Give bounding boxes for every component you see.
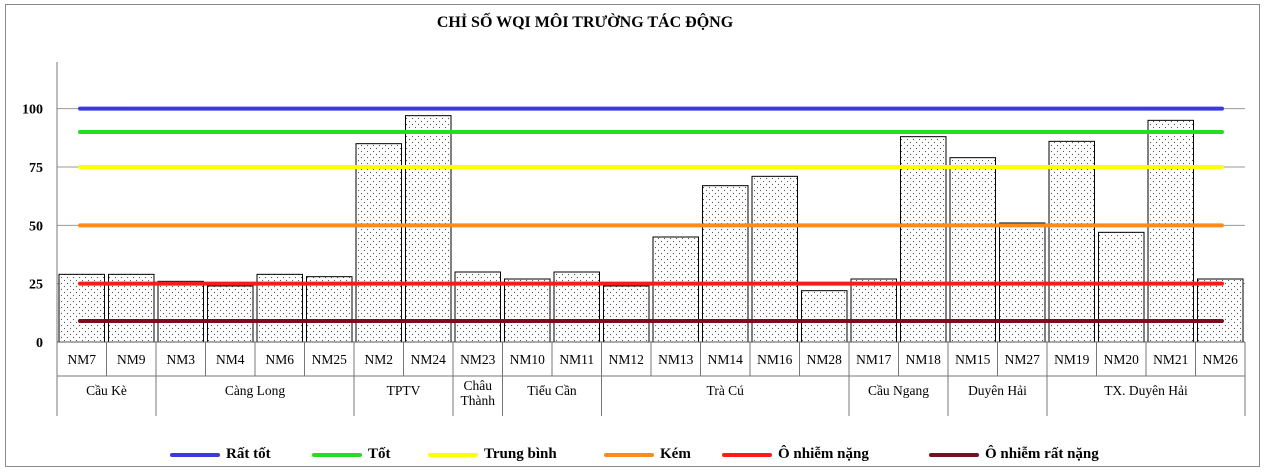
bar (1197, 278, 1244, 343)
bar (306, 276, 353, 343)
legend-label: Ô nhiễm nặng (778, 446, 869, 462)
wqi-bar-chart: 0 25 50 75 100 NM7 NM9 NM3 NM4 NM6 NM25 NM2 NM24 NM23… (22, 62, 1246, 416)
bar (1147, 119, 1194, 343)
group-label: TPTV (387, 383, 421, 398)
chart-title: CHỈ SỐ WQI MÔI TRƯỜNG TÁC ĐỘNG (436, 14, 734, 31)
y-tick-label: 0 (36, 336, 43, 351)
group-label: Càng Long (225, 383, 286, 398)
bar (801, 290, 848, 343)
group-label: TX. Duyên Hải (1104, 383, 1188, 398)
category-label: NM16 (757, 352, 793, 367)
category-label: NM3 (166, 352, 195, 367)
bar (751, 175, 798, 343)
category-label: NM26 (1203, 352, 1239, 367)
bar (949, 157, 996, 343)
bar (702, 185, 749, 343)
category-label: NM15 (955, 352, 991, 367)
chart-legend: Rất tốt Tốt Trung bình Kém Ô nhiễm nặng Ô nhi… (0, 446, 1267, 468)
category-label: NM21 (1153, 352, 1188, 367)
category-label: NM11 (559, 352, 594, 367)
legend-label: Tốt (368, 446, 391, 462)
bar (850, 278, 897, 343)
category-label: NM20 (1104, 352, 1140, 367)
group-label: Tiểu Cần (527, 383, 577, 398)
category-label: NM19 (1054, 352, 1090, 367)
legend-label: Rất tốt (226, 446, 271, 462)
category-label: NM28 (807, 352, 843, 367)
bar (1048, 140, 1095, 343)
legend-swatch (312, 452, 362, 457)
legend-item: Ô nhiễm rất nặng (929, 446, 1099, 463)
group-label: Thành (461, 393, 496, 408)
bar (157, 280, 204, 343)
category-label: NM10 (510, 352, 546, 367)
category-label: NM14 (708, 352, 744, 367)
category-label: NM6 (265, 352, 294, 367)
bar (1098, 231, 1145, 343)
category-label: NM23 (460, 352, 496, 367)
legend-swatch (604, 452, 654, 457)
group-label: Duyên Hải (968, 383, 1027, 398)
bar (207, 285, 254, 343)
legend-item: Rất tốt (170, 446, 271, 463)
legend-swatch (722, 452, 772, 457)
category-label: NM2 (364, 352, 393, 367)
category-label: NM13 (658, 352, 694, 367)
y-tick-label: 75 (29, 161, 43, 176)
group-label: Trà Cú (707, 383, 745, 398)
category-label: NM27 (1005, 352, 1041, 367)
y-tick-label: 25 (29, 278, 43, 293)
group-label: Cầu Kè (86, 383, 127, 398)
group-label: Châu (464, 378, 493, 393)
bar (652, 236, 699, 343)
legend-label: Kém (660, 446, 691, 462)
category-label: NM12 (609, 352, 644, 367)
y-tick-label: 100 (22, 103, 43, 118)
category-label: NM25 (312, 352, 348, 367)
legend-label: Trung bình (484, 446, 557, 462)
y-tick-label: 50 (29, 219, 43, 234)
bar (900, 136, 947, 343)
legend-swatch (428, 452, 478, 457)
bar (355, 143, 402, 343)
category-label: NM24 (411, 352, 447, 367)
legend-item: Ô nhiễm nặng (722, 446, 869, 463)
legend-swatch (929, 452, 979, 457)
bar (504, 278, 551, 343)
legend-label: Ô nhiễm rất nặng (985, 446, 1099, 462)
category-label: NM7 (67, 352, 96, 367)
legend-item: Trung bình (428, 446, 557, 463)
category-label: NM9 (117, 352, 146, 367)
bar (603, 285, 650, 343)
legend-item: Tốt (312, 446, 391, 463)
group-label: Cầu Ngang (868, 383, 929, 398)
legend-item: Kém (604, 446, 691, 463)
category-label: NM17 (856, 352, 892, 367)
category-label: NM4 (216, 352, 245, 367)
category-label: NM18 (906, 352, 942, 367)
legend-swatch (170, 452, 220, 457)
bar (405, 115, 452, 343)
